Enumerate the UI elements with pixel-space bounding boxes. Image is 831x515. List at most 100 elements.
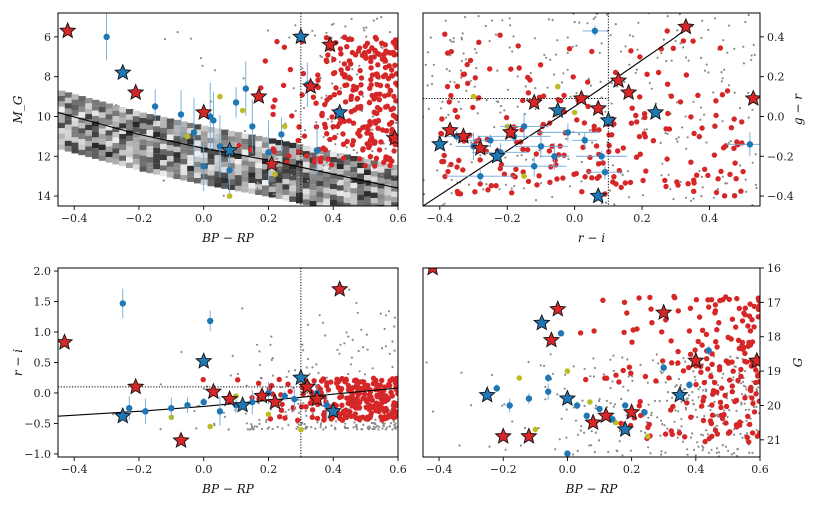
red-point [734, 295, 740, 302]
gray-point [326, 118, 329, 121]
gray-point [506, 88, 510, 91]
y-tick-label: 1.5 [34, 296, 52, 309]
density-cell [309, 195, 317, 201]
red-point [377, 91, 383, 97]
gray-point [578, 21, 581, 24]
gray-point [371, 128, 374, 131]
red-point [276, 376, 282, 383]
red-point [440, 158, 447, 165]
density-cell [309, 168, 317, 175]
gray-point [665, 59, 668, 63]
density-cell [92, 105, 100, 111]
red-point [338, 51, 344, 57]
density-cell [377, 167, 385, 173]
red-point [444, 83, 451, 90]
red-point [757, 370, 760, 377]
gray-point [307, 357, 310, 361]
density-cell [58, 96, 66, 102]
star-marker [572, 89, 591, 106]
red-point [368, 82, 374, 88]
density-cell [92, 110, 100, 116]
gray-point [705, 63, 708, 66]
density-cell [255, 184, 263, 190]
gray-point [287, 408, 290, 411]
red-point [322, 121, 328, 128]
red-point [582, 174, 588, 180]
density-cell [126, 152, 134, 158]
star-marker [126, 377, 145, 395]
density-cell [221, 151, 229, 157]
red-point [364, 141, 370, 147]
x-tick-label: −0.2 [490, 463, 517, 476]
red-point [460, 71, 466, 78]
gray-point [305, 366, 308, 369]
red-point [747, 342, 754, 348]
red-point [684, 400, 690, 406]
red-point [383, 405, 389, 412]
gray-point [543, 364, 546, 367]
gray-point [583, 404, 586, 408]
density-cell [200, 141, 209, 148]
blue-point [168, 405, 175, 412]
red-point [705, 297, 711, 303]
red-point [493, 183, 499, 189]
density-cell [71, 148, 79, 154]
gray-point [345, 331, 348, 334]
density-cell [64, 92, 73, 98]
red-point [331, 92, 337, 98]
red-point [730, 368, 736, 374]
star-marker [233, 396, 252, 413]
star-marker [654, 303, 673, 321]
red-point [650, 138, 657, 144]
density-cell [200, 179, 209, 185]
red-point [749, 395, 755, 401]
gray-point [712, 91, 715, 94]
gray-point [257, 182, 260, 185]
red-points [236, 34, 398, 169]
gray-point [594, 431, 598, 434]
gray-point [739, 432, 742, 435]
x-tick-label: 0.2 [260, 212, 278, 225]
gray-point [426, 84, 429, 87]
red-point [516, 65, 522, 71]
density-cell [289, 148, 297, 154]
gray-point [545, 56, 548, 59]
density-cell [200, 125, 209, 132]
density-cell [255, 178, 263, 185]
red-point [642, 134, 648, 140]
gray-point [744, 20, 747, 24]
gray-point [357, 349, 360, 353]
blue-point [487, 137, 494, 144]
gray-point [291, 410, 294, 413]
blue-point [103, 33, 110, 41]
density-cell [377, 161, 385, 168]
gray-point [176, 30, 179, 34]
gray-point [677, 428, 680, 431]
gray-point [684, 388, 687, 391]
density-cell [85, 146, 93, 152]
red-point [662, 177, 668, 184]
gray-point [715, 447, 719, 450]
gray-point [508, 17, 511, 20]
density-cell [350, 177, 358, 183]
x-tick-label: −0.2 [126, 212, 153, 225]
red-point [687, 305, 694, 311]
density-cell [126, 146, 134, 152]
star-marker [687, 351, 705, 369]
red-point [390, 402, 397, 409]
density-cell [234, 169, 243, 176]
gray-point [290, 174, 293, 177]
gray-point [331, 82, 334, 85]
gray-point [679, 42, 682, 45]
red-point [753, 367, 759, 373]
star-marker [589, 99, 607, 116]
gray-point [255, 425, 259, 428]
gray-point [733, 91, 736, 94]
star-marker [646, 103, 665, 120]
blue-point [216, 408, 224, 415]
red-point [372, 110, 378, 116]
blue-point [551, 153, 558, 160]
gray-point [704, 388, 708, 392]
density-cell [112, 105, 120, 111]
star-marker [584, 413, 602, 431]
